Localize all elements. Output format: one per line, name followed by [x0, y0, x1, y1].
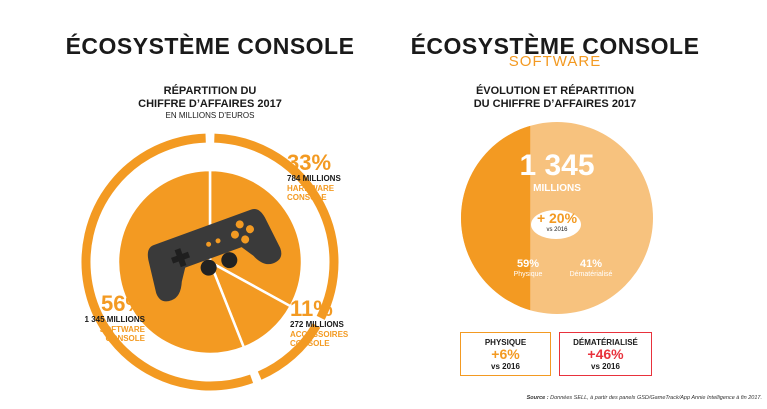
source-label: Source : — [526, 395, 549, 401]
dematerialise-growth-box: DÉMATÉRIALISÉ +46% vs 2016 — [559, 332, 652, 376]
physique-growth-box: PHYSIQUE +6% vs 2016 — [460, 332, 551, 376]
growth-value: + 20% — [536, 210, 578, 226]
hardware-ring-arc — [214, 133, 339, 320]
hardware-pct: 33% — [287, 150, 332, 175]
dematerialise-pct: 41% — [579, 258, 603, 270]
source-text: Données SELL, à partir des panels GSD/Ga… — [550, 395, 762, 401]
accessoires-cat-2: CONSOLE — [290, 339, 330, 348]
growth-badge — [531, 210, 581, 239]
software-value: 1 345 MILLIONS — [84, 315, 145, 324]
physique-box-value: +6% — [491, 346, 520, 362]
accessoires-pct: 11% — [290, 296, 333, 321]
dematerialise-label: Dématérialisé — [569, 271, 613, 278]
right-subtitle-2: DU CHIFFRE D’AFFAIRES 2017 — [473, 98, 637, 110]
left-unit: EN MILLIONS D’EUROS — [165, 111, 255, 120]
software-cat-1: SOFTWARE — [99, 325, 145, 334]
software-label: 56% 1 345 MILLIONS SOFTWARE CONSOLE — [35, 291, 145, 344]
gamepad-icon — [147, 209, 282, 302]
left-title: ÉCOSYSTÈME CONSOLE — [65, 33, 355, 59]
hardware-value: 784 MILLIONS — [287, 174, 341, 183]
hardware-pie-chart — [81, 133, 339, 391]
growth-vs: vs 2016 — [546, 227, 568, 233]
software-ring-arc — [81, 133, 254, 391]
software-pct: 56% — [100, 291, 145, 316]
dematerialise-box-title: DÉMATÉRIALISÉ — [573, 338, 638, 347]
source-note: Source : Données SELL, à partir des pane… — [500, 395, 762, 401]
physique-box-title: PHYSIQUE — [484, 338, 527, 347]
hardware-cat-1: HARDWARE — [287, 184, 335, 193]
physique-slice — [461, 125, 531, 311]
software-cat-2: CONSOLE — [105, 334, 145, 343]
right-subtitle-1: ÉVOLUTION ET RÉPARTITION — [475, 85, 635, 97]
physique-label: Physique — [513, 271, 543, 278]
accessoires-label: 11% 272 MILLIONS ACCESSOIRES CONSOLE — [290, 296, 370, 349]
dematerialise-box-value: +46% — [587, 346, 624, 362]
physique-box-vs: vs 2016 — [491, 362, 520, 371]
hardware-label: 33% 784 MILLIONS HARDWARE CONSOLE — [287, 150, 367, 203]
total-unit: MILLIONS — [533, 183, 581, 194]
accessoires-cat-1: ACCESSOIRES — [290, 330, 349, 339]
right-title: ÉCOSYSTÈME CONSOLE — [410, 33, 700, 59]
accessoires-ring-arc — [257, 323, 321, 380]
hardware-cat-2: CONSOLE — [287, 193, 327, 202]
accessoires-value: 272 MILLIONS — [290, 320, 344, 329]
total-value: 1 345 — [519, 149, 595, 182]
left-subtitle-1: RÉPARTITION DU — [163, 85, 257, 97]
dematerialise-box-vs: vs 2016 — [591, 362, 620, 371]
physique-pct: 59% — [516, 258, 540, 270]
right-title-sub: SOFTWARE — [508, 53, 602, 70]
left-subtitle-2: CHIFFRE D’AFFAIRES 2017 — [138, 98, 282, 110]
